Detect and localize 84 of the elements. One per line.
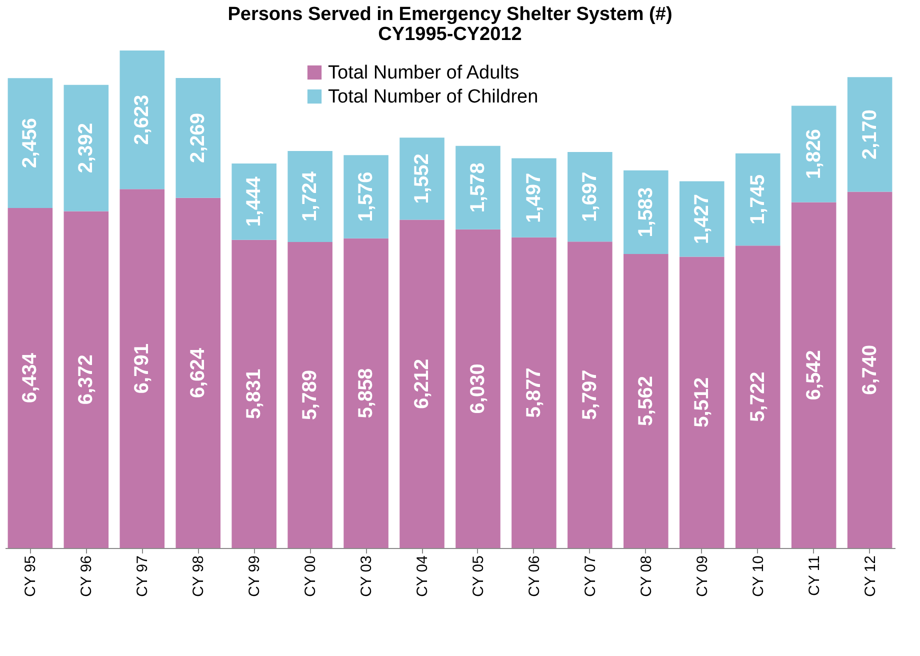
- bar: [791, 202, 836, 548]
- data-label: 5,858: [355, 368, 378, 418]
- data-label: 5,722: [746, 372, 769, 422]
- data-label: 1,552: [411, 154, 434, 204]
- bar: [176, 78, 221, 198]
- bar: [176, 198, 221, 548]
- data-label: 5,797: [578, 370, 601, 420]
- x-tick-label: CY 06: [526, 556, 543, 597]
- x-tick-label: CY 97: [134, 556, 152, 597]
- bar: [456, 229, 500, 548]
- chart-title: Persons Served in Emergency Shelter System (#): [228, 4, 672, 25]
- data-label: 6,434: [19, 352, 42, 404]
- data-label: 2,456: [19, 118, 42, 168]
- data-label: 5,789: [299, 370, 322, 420]
- data-label: 1,724: [299, 170, 322, 222]
- bar: [400, 138, 444, 220]
- data-label: 1,427: [690, 194, 713, 244]
- data-label: 1,583: [634, 187, 657, 238]
- bar: [791, 106, 836, 202]
- bar: [847, 77, 892, 192]
- x-tick-label: CY 05: [470, 556, 487, 597]
- bar: [456, 146, 500, 230]
- bar: [64, 211, 109, 548]
- bar: [64, 84, 109, 212]
- data-label: 1,745: [746, 174, 769, 225]
- data-label: 2,392: [75, 123, 98, 174]
- data-label: 6,372: [75, 354, 98, 405]
- data-label: 5,512: [690, 377, 713, 428]
- x-tick-label: CY 98: [190, 556, 208, 597]
- data-label: 6,791: [131, 344, 154, 394]
- x-tick-label: CY 12: [862, 556, 879, 597]
- x-tick-label: CY 00: [302, 556, 320, 597]
- x-tick-label: CY 07: [582, 556, 599, 597]
- data-label: 5,562: [634, 376, 657, 426]
- data-label: 1,444: [243, 176, 266, 227]
- data-label: 6,542: [802, 350, 825, 400]
- bar: [512, 237, 556, 548]
- x-tick-label: CY 09: [694, 556, 711, 597]
- bar: [847, 192, 892, 548]
- bar: [679, 256, 724, 548]
- data-label: 1,697: [578, 172, 601, 222]
- x-tick-label: CY 10: [750, 556, 767, 597]
- bar: [679, 181, 724, 257]
- bar: [568, 152, 612, 242]
- chart-subtitle: CY1995-CY2012: [378, 24, 522, 45]
- data-label: 2,170: [858, 109, 881, 160]
- x-tick-label: CY 08: [638, 556, 655, 597]
- data-label: 2,269: [187, 112, 210, 164]
- bar: [232, 164, 276, 240]
- bar: [400, 220, 444, 548]
- data-label: 6,624: [187, 347, 210, 398]
- bar: [512, 158, 556, 238]
- data-label: 1,497: [522, 172, 545, 223]
- data-label: 1,578: [466, 162, 489, 213]
- data-label: 5,831: [243, 368, 266, 419]
- bar: [8, 208, 53, 548]
- bar: [568, 242, 612, 548]
- bar: [288, 150, 332, 242]
- x-tick-label: CY 04: [414, 556, 432, 597]
- x-tick-label: CY 11: [806, 556, 823, 596]
- bar: [8, 78, 53, 208]
- bar: [288, 242, 332, 548]
- x-tick-label: CY 03: [358, 556, 376, 597]
- data-label: 6,212: [411, 358, 434, 409]
- bar: [344, 155, 388, 238]
- data-label: 6,740: [858, 344, 881, 395]
- bar: [624, 170, 668, 254]
- bar: [120, 50, 165, 190]
- bar: [624, 254, 668, 548]
- x-tick-label: CY 95: [22, 556, 40, 597]
- data-label: 6,030: [466, 364, 489, 414]
- data-label: 1,826: [802, 128, 825, 180]
- data-label: 1,576: [355, 172, 378, 222]
- data-label: 2,623: [131, 94, 154, 145]
- bar: [120, 189, 165, 548]
- legend-label: Total Number of Children: [328, 86, 538, 108]
- x-tick-label: CY 99: [246, 556, 264, 597]
- bar: [232, 240, 276, 548]
- x-tick-label: CY 96: [78, 556, 96, 597]
- data-label: 5,877: [522, 368, 545, 418]
- bar: [735, 246, 780, 548]
- bar: [344, 238, 388, 548]
- legend-label: Total Number of Adults: [328, 62, 520, 84]
- bar: [735, 153, 780, 246]
